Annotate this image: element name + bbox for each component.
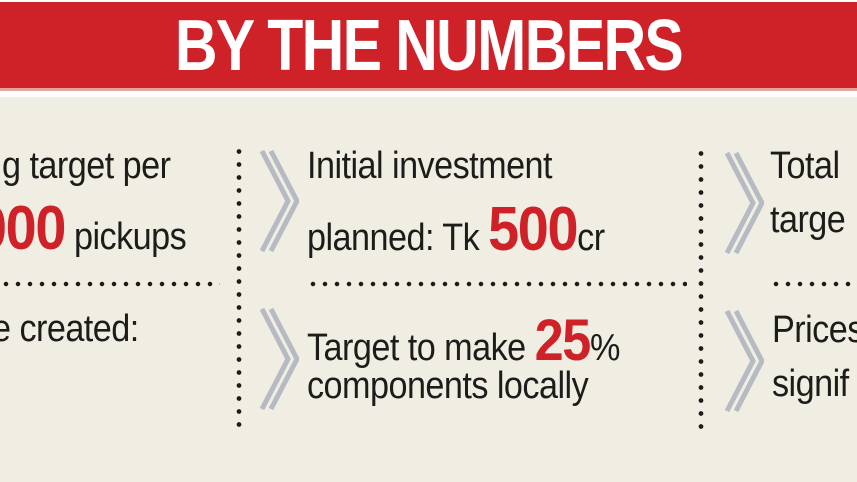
stat-number: 500	[488, 195, 578, 264]
page-title: BY THE NUMBERS	[174, 6, 684, 86]
stat-number-suffix: cr	[577, 217, 605, 259]
stat-right-bottom-line1: Prices	[772, 309, 857, 351]
stat-left-top-line2: 000 pickups	[0, 193, 187, 264]
stat-mid-top-line1: Initial investment	[307, 145, 553, 187]
chevron-right-icon	[259, 149, 299, 253]
stat-number-suffix: %	[589, 327, 620, 369]
content-area: g target per 000 pickups e created: Init…	[0, 97, 857, 482]
stat-number: 25	[534, 308, 592, 373]
dotted-divider-vertical	[698, 147, 704, 429]
stat-number-suffix: pickups	[65, 216, 187, 258]
stat-right-bottom-line2: signif	[772, 363, 849, 405]
stat-right-top-line1: Total	[770, 145, 840, 187]
dotted-divider-horizontal	[0, 281, 220, 287]
stat-label: planned: Tk	[307, 217, 489, 259]
stat-mid-top-line2: planned: Tk 500cr	[307, 194, 605, 265]
stat-mid-bottom-line1: Target to make 25%	[307, 307, 620, 374]
chevron-right-icon	[724, 309, 764, 413]
stat-left-top-line1: g target per	[2, 145, 171, 187]
stat-right-top-line2: targe	[770, 199, 846, 241]
header-banner: BY THE NUMBERS	[0, 2, 857, 91]
dotted-divider-vertical	[236, 145, 242, 432]
stat-mid-bottom-line2: components locally	[307, 365, 589, 407]
stat-label: Target to make	[307, 327, 535, 369]
dotted-divider-horizontal	[307, 281, 687, 287]
stat-left-bottom-text: e created:	[0, 308, 139, 350]
dotted-divider-horizontal	[770, 281, 857, 287]
chevron-right-icon	[259, 307, 299, 411]
stat-number: 000	[0, 194, 66, 263]
chevron-right-icon	[724, 151, 764, 255]
